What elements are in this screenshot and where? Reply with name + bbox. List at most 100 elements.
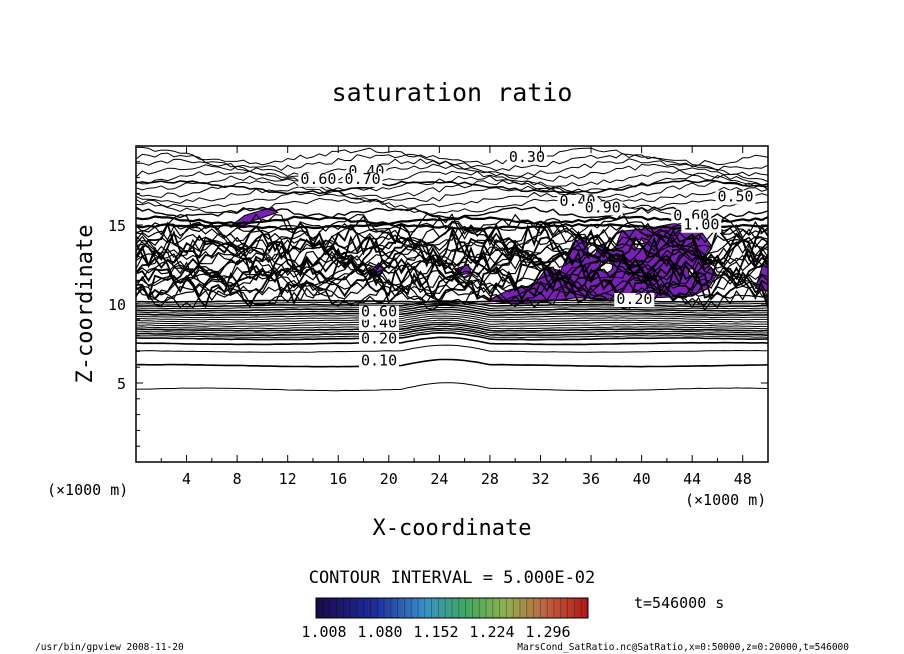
contour-lines bbox=[136, 146, 768, 392]
contour-line bbox=[136, 179, 768, 195]
contour-line bbox=[136, 311, 768, 319]
contour-line bbox=[136, 206, 768, 219]
contour-label-bg bbox=[715, 190, 756, 205]
colorbar-tick-label: 1.296 bbox=[525, 623, 570, 641]
contour-line bbox=[136, 169, 768, 187]
contour-label: 0.50 bbox=[717, 187, 753, 205]
colorbar-tick-label: 1.008 bbox=[301, 623, 346, 641]
x-axis-label: X-coordinate bbox=[373, 516, 532, 541]
contour-line bbox=[136, 299, 768, 304]
contour-line bbox=[136, 308, 768, 317]
contour-label-bg bbox=[582, 201, 623, 216]
colorbar bbox=[315, 597, 589, 619]
contour-line bbox=[136, 250, 768, 277]
x-tick-label: 44 bbox=[683, 470, 701, 488]
contour-line bbox=[136, 174, 768, 193]
contour-line bbox=[136, 215, 768, 226]
x-tick-label: 40 bbox=[633, 470, 651, 488]
contour-line bbox=[136, 146, 768, 166]
contour-line bbox=[136, 224, 768, 251]
contour-line bbox=[136, 301, 768, 305]
contour-line bbox=[136, 306, 768, 314]
x-tick-label: 4 bbox=[182, 470, 191, 488]
contour-label-bg bbox=[342, 172, 383, 187]
contour-line bbox=[136, 191, 768, 209]
contour-line bbox=[136, 323, 768, 332]
y-tick-label: 15 bbox=[108, 217, 126, 235]
contour-label: 0.10 bbox=[361, 352, 397, 370]
contour-line bbox=[136, 329, 768, 339]
contour-label-bg bbox=[358, 354, 399, 369]
contour-label: 0.20 bbox=[616, 290, 652, 308]
contour-label: 1.00 bbox=[683, 216, 719, 234]
x-axis-unit: (×1000 m) bbox=[47, 481, 128, 499]
contour-line bbox=[136, 325, 768, 334]
contour-label-bg bbox=[358, 316, 399, 331]
contour-label-bg bbox=[506, 150, 547, 165]
contour-line bbox=[136, 331, 768, 341]
contour-label: 0.60 bbox=[300, 170, 336, 188]
y-axis: 5 10 15 bbox=[108, 161, 768, 447]
contour-label-bg bbox=[614, 293, 655, 307]
x-tick-label: 28 bbox=[481, 470, 499, 488]
contour-line bbox=[136, 227, 768, 270]
contour-line bbox=[136, 304, 768, 312]
colorbar-tick-label: 1.224 bbox=[469, 623, 514, 641]
contour-labels: 0.100.200.400.600.200.300.400.60 0.700.40… bbox=[298, 148, 756, 370]
contour-label: 0.20 bbox=[361, 330, 397, 348]
contour-line bbox=[136, 269, 768, 294]
contour-line bbox=[136, 260, 768, 301]
contour-line bbox=[136, 285, 768, 311]
contour-line bbox=[136, 246, 768, 282]
contour-line bbox=[136, 197, 768, 216]
contour-line bbox=[136, 336, 768, 346]
contour-label: 0.60 bbox=[361, 303, 397, 321]
colorbar-tick-label: 1.152 bbox=[413, 623, 458, 641]
contour-label: 0.70 bbox=[345, 170, 381, 188]
contour-line bbox=[136, 222, 768, 231]
contour-line bbox=[136, 358, 768, 368]
contour-interval: CONTOUR INTERVAL = 5.000E-02 bbox=[309, 568, 596, 588]
contour-line bbox=[136, 315, 768, 323]
colorbar-stripes bbox=[322, 598, 582, 618]
contour-line bbox=[136, 215, 768, 242]
x-tick-label: 20 bbox=[380, 470, 398, 488]
contour-label: 0.30 bbox=[509, 148, 545, 166]
y-tick-label: 10 bbox=[108, 296, 126, 314]
contour-line bbox=[136, 158, 768, 177]
x-axis-unit-right: (×1000 m) bbox=[685, 491, 766, 509]
y-tick-label: 5 bbox=[117, 375, 126, 393]
contour-line bbox=[136, 237, 768, 263]
contour-line bbox=[136, 243, 768, 268]
colorbar-ticks: 1.008 1.080 1.152 1.224 1.296 bbox=[301, 623, 570, 641]
x-tick-label: 12 bbox=[279, 470, 297, 488]
x-tick-label: 24 bbox=[430, 470, 448, 488]
contour-label-bg bbox=[358, 332, 399, 347]
contour-line bbox=[136, 179, 768, 200]
x-tick-label: 16 bbox=[329, 470, 347, 488]
x-tick-label: 32 bbox=[531, 470, 549, 488]
contour-line bbox=[136, 277, 768, 304]
contour-line bbox=[136, 321, 768, 330]
contour-line bbox=[136, 253, 768, 291]
contour-label-bg bbox=[358, 305, 399, 320]
x-tick-label: 48 bbox=[734, 470, 752, 488]
footer-left: /usr/bin/gpview 2008-11-20 bbox=[35, 642, 184, 653]
contour-line bbox=[136, 382, 768, 392]
contour-line bbox=[136, 302, 768, 310]
contour-label: 0.90 bbox=[585, 198, 621, 216]
time-label: t=546000 s bbox=[634, 594, 724, 612]
contour-line bbox=[136, 344, 768, 353]
contour-label-bg bbox=[298, 172, 339, 187]
y-axis-label: Z-coordinate bbox=[73, 225, 98, 384]
x-tick-label: 36 bbox=[582, 470, 600, 488]
x-tick-label: 8 bbox=[233, 470, 242, 488]
contour-line bbox=[136, 185, 768, 204]
footer-right: MarsCond_SatRatio.nc@SatRatio,x=0:50000,… bbox=[517, 642, 849, 653]
chart-title: saturation ratio bbox=[332, 78, 573, 107]
contour-line bbox=[136, 212, 768, 235]
x-axis: 4 8 12 16 20 24 28 32 36 40 44 48 bbox=[160, 146, 752, 488]
contour-label-bg bbox=[681, 218, 722, 233]
contour-line bbox=[136, 317, 768, 325]
